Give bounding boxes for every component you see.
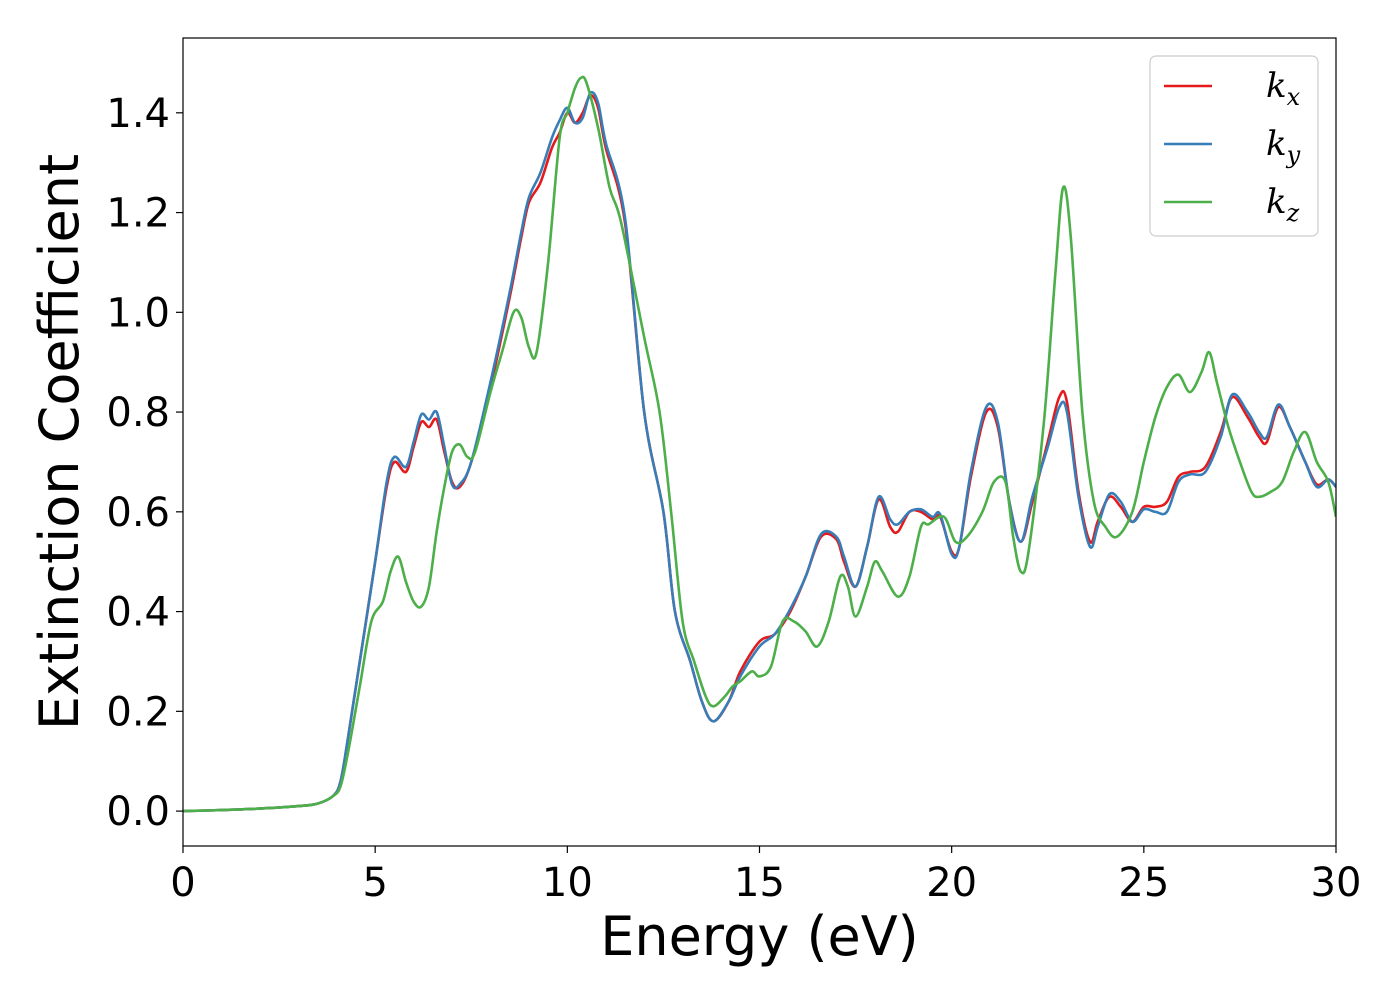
y-tick-label: 0.0: [106, 789, 170, 835]
legend-box: [1149, 55, 1319, 237]
x-axis-title: Energy (eV): [600, 905, 919, 968]
y-tick-label: 1.4: [106, 91, 170, 137]
series-layer: [183, 75, 1336, 813]
series-line-z: [183, 75, 1336, 813]
x-tick-label: 15: [734, 860, 785, 906]
y-axis-ticks: 0.0 0.2 0.4 0.6 0.8 1.0 1.2 1.4: [106, 91, 183, 835]
y-tick-label: 1.0: [106, 290, 170, 336]
x-tick-label: 25: [1118, 860, 1169, 906]
x-tick-label: 10: [542, 860, 593, 906]
y-tick-label: 0.6: [106, 490, 170, 536]
series-line-y: [183, 90, 1336, 813]
y-axis-title: Extinction Coefficient: [28, 154, 91, 730]
x-tick-label: 5: [362, 860, 387, 906]
x-axis-ticks: 0 5 10 15 20 25 30: [170, 846, 1361, 906]
x-tick-label: 0: [170, 860, 195, 906]
y-tick-label: 0.8: [106, 390, 170, 436]
y-tick-label: 1.2: [106, 191, 170, 237]
y-tick-label: 0.4: [106, 590, 170, 636]
x-tick-label: 30: [1311, 860, 1362, 906]
y-tick-label: 0.2: [106, 689, 170, 735]
x-tick-label: 20: [926, 860, 977, 906]
